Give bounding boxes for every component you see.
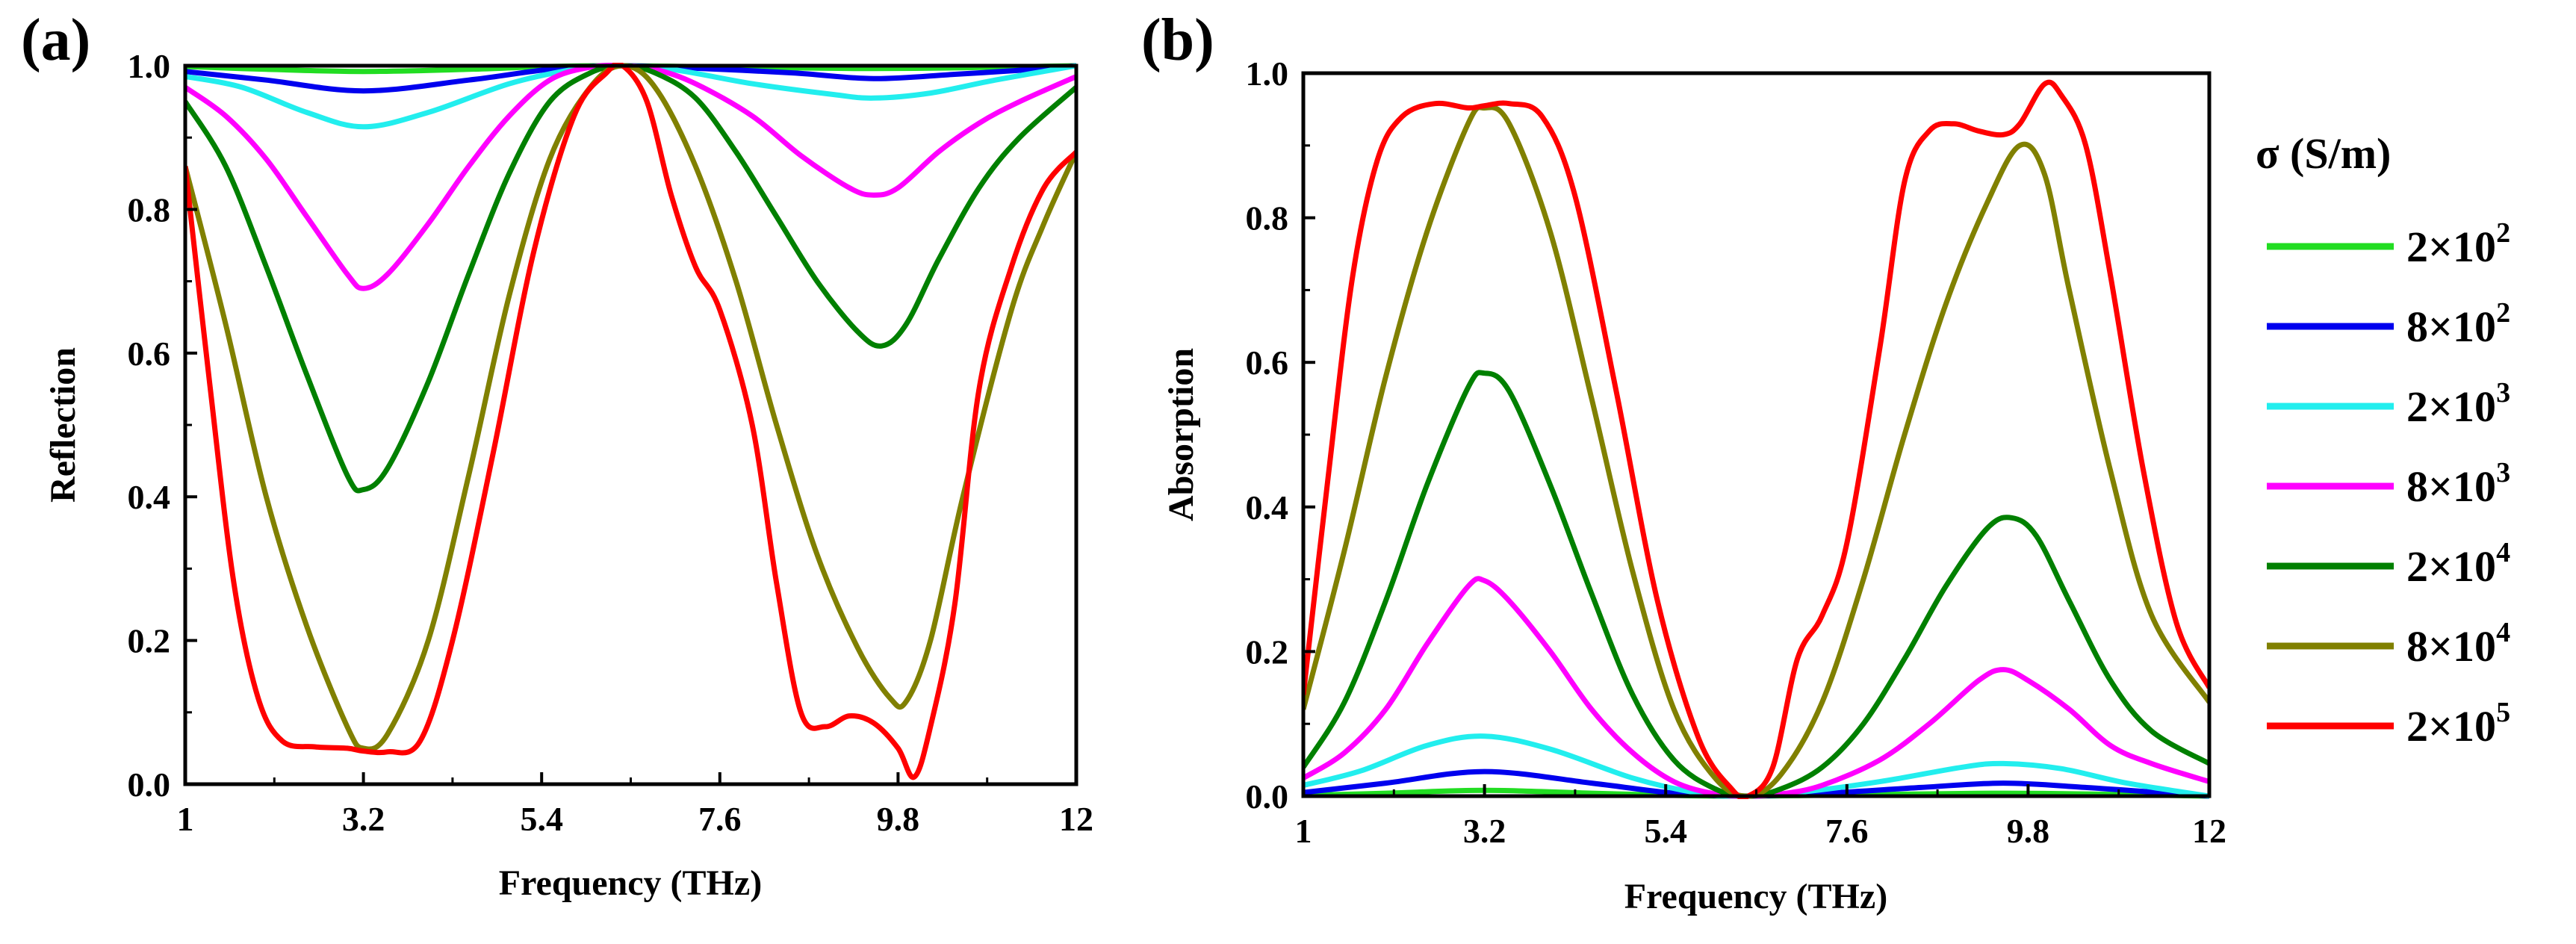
panel-a-ticks: 1 3.2 5.4 7.6 9.8 12 0.0 0.2 0.4 0.6 0.8 1.0 — [128, 47, 1094, 838]
panel-b-x-tick-label: 5.4 — [1644, 812, 1687, 850]
panel-a-y-tick-label: 0.6 — [128, 335, 171, 373]
legend-label-4: 8×103 — [2406, 457, 2510, 511]
legend-label-2: 8×102 — [2406, 297, 2510, 351]
panel-b-series-line-7 — [1303, 79, 2209, 799]
panel-a-reflection: (a) 1 3.2 5.4 7.6 9.8 12 0.0 0.2 0.4 0.6 0.8 1.0 Fr… — [21, 7, 1093, 903]
panel-a-series-group — [185, 63, 1076, 780]
panel-b-frame — [1301, 71, 2212, 798]
legend-entries: 2×102 8×102 2×103 8×103 2×104 8×104 2×105 — [2267, 217, 2510, 751]
panel-a-y-tick-label: 0.8 — [128, 190, 171, 229]
panel-a-series-line-5 — [185, 63, 1076, 494]
panel-a-x-tick-label: 1 — [177, 800, 194, 838]
panel-b-absorption: (b) 1 3.2 5.4 7.6 9.8 12 0.0 0.2 0.4 0.6 0.8 1.0 Fr… — [1141, 7, 2226, 916]
panel-a-x-tick-label: 7.6 — [698, 800, 742, 838]
panel-a-label: (a) — [21, 7, 90, 73]
legend-label-3: 2×103 — [2406, 377, 2510, 431]
panel-a-y-tick-label: 0.0 — [128, 766, 171, 804]
panel-b-y-tick-label: 0.8 — [1246, 199, 1289, 237]
panel-b-series-line-5 — [1303, 370, 2209, 799]
panel-b-y-tick-label: 0.0 — [1246, 777, 1289, 816]
panel-b-x-tick-label: 3.2 — [1463, 812, 1506, 850]
panel-a-x-tick-label: 3.2 — [342, 800, 385, 838]
panel-a-y-tick-label: 0.4 — [128, 478, 171, 516]
legend-label-1: 2×102 — [2406, 217, 2510, 271]
panel-a-y-tick-label: 0.2 — [128, 622, 171, 660]
panel-b-y-axis-title: Absorption — [1161, 348, 1201, 521]
panel-a-y-axis-title: Reflection — [43, 347, 83, 503]
panel-a-y-tick-label: 1.0 — [128, 47, 171, 85]
legend-label-5: 2×104 — [2406, 537, 2510, 591]
panel-b-x-tick-label: 9.8 — [2007, 812, 2050, 850]
panel-a-x-axis-title: Frequency (THz) — [499, 863, 762, 903]
panel-b-y-tick-label: 0.4 — [1246, 488, 1289, 527]
panel-b-ticks: 1 3.2 5.4 7.6 9.8 12 0.0 0.2 0.4 0.6 0.8 1.0 — [1246, 55, 2227, 850]
panel-b-series-group — [1303, 79, 2209, 799]
panel-b-y-tick-label: 1.0 — [1246, 55, 1289, 93]
panel-b-x-axis-title: Frequency (THz) — [1624, 877, 1887, 916]
panel-b-y-tick-label: 0.2 — [1246, 633, 1289, 671]
panel-a-x-tick-label: 9.8 — [877, 800, 920, 838]
panel-b-x-tick-label: 1 — [1295, 812, 1312, 850]
legend: σ (S/m) 2×1028×1022×1038×1032×1048×1042×… — [2256, 129, 2510, 751]
panel-a-x-tick-label: 5.4 — [520, 800, 563, 838]
panel-a-series-line-7 — [185, 63, 1076, 780]
legend-label-7: 2×105 — [2406, 697, 2510, 751]
panel-a-x-tick-label: 12 — [1059, 800, 1093, 838]
panel-b-label: (b) — [1141, 7, 1214, 73]
panel-b-y-tick-label: 0.6 — [1246, 344, 1289, 382]
panel-b-x-tick-label: 12 — [2192, 812, 2226, 850]
panel-b-x-tick-label: 7.6 — [1825, 812, 1869, 850]
legend-label-6: 8×104 — [2406, 617, 2510, 671]
legend-title: σ (S/m) — [2256, 129, 2391, 178]
